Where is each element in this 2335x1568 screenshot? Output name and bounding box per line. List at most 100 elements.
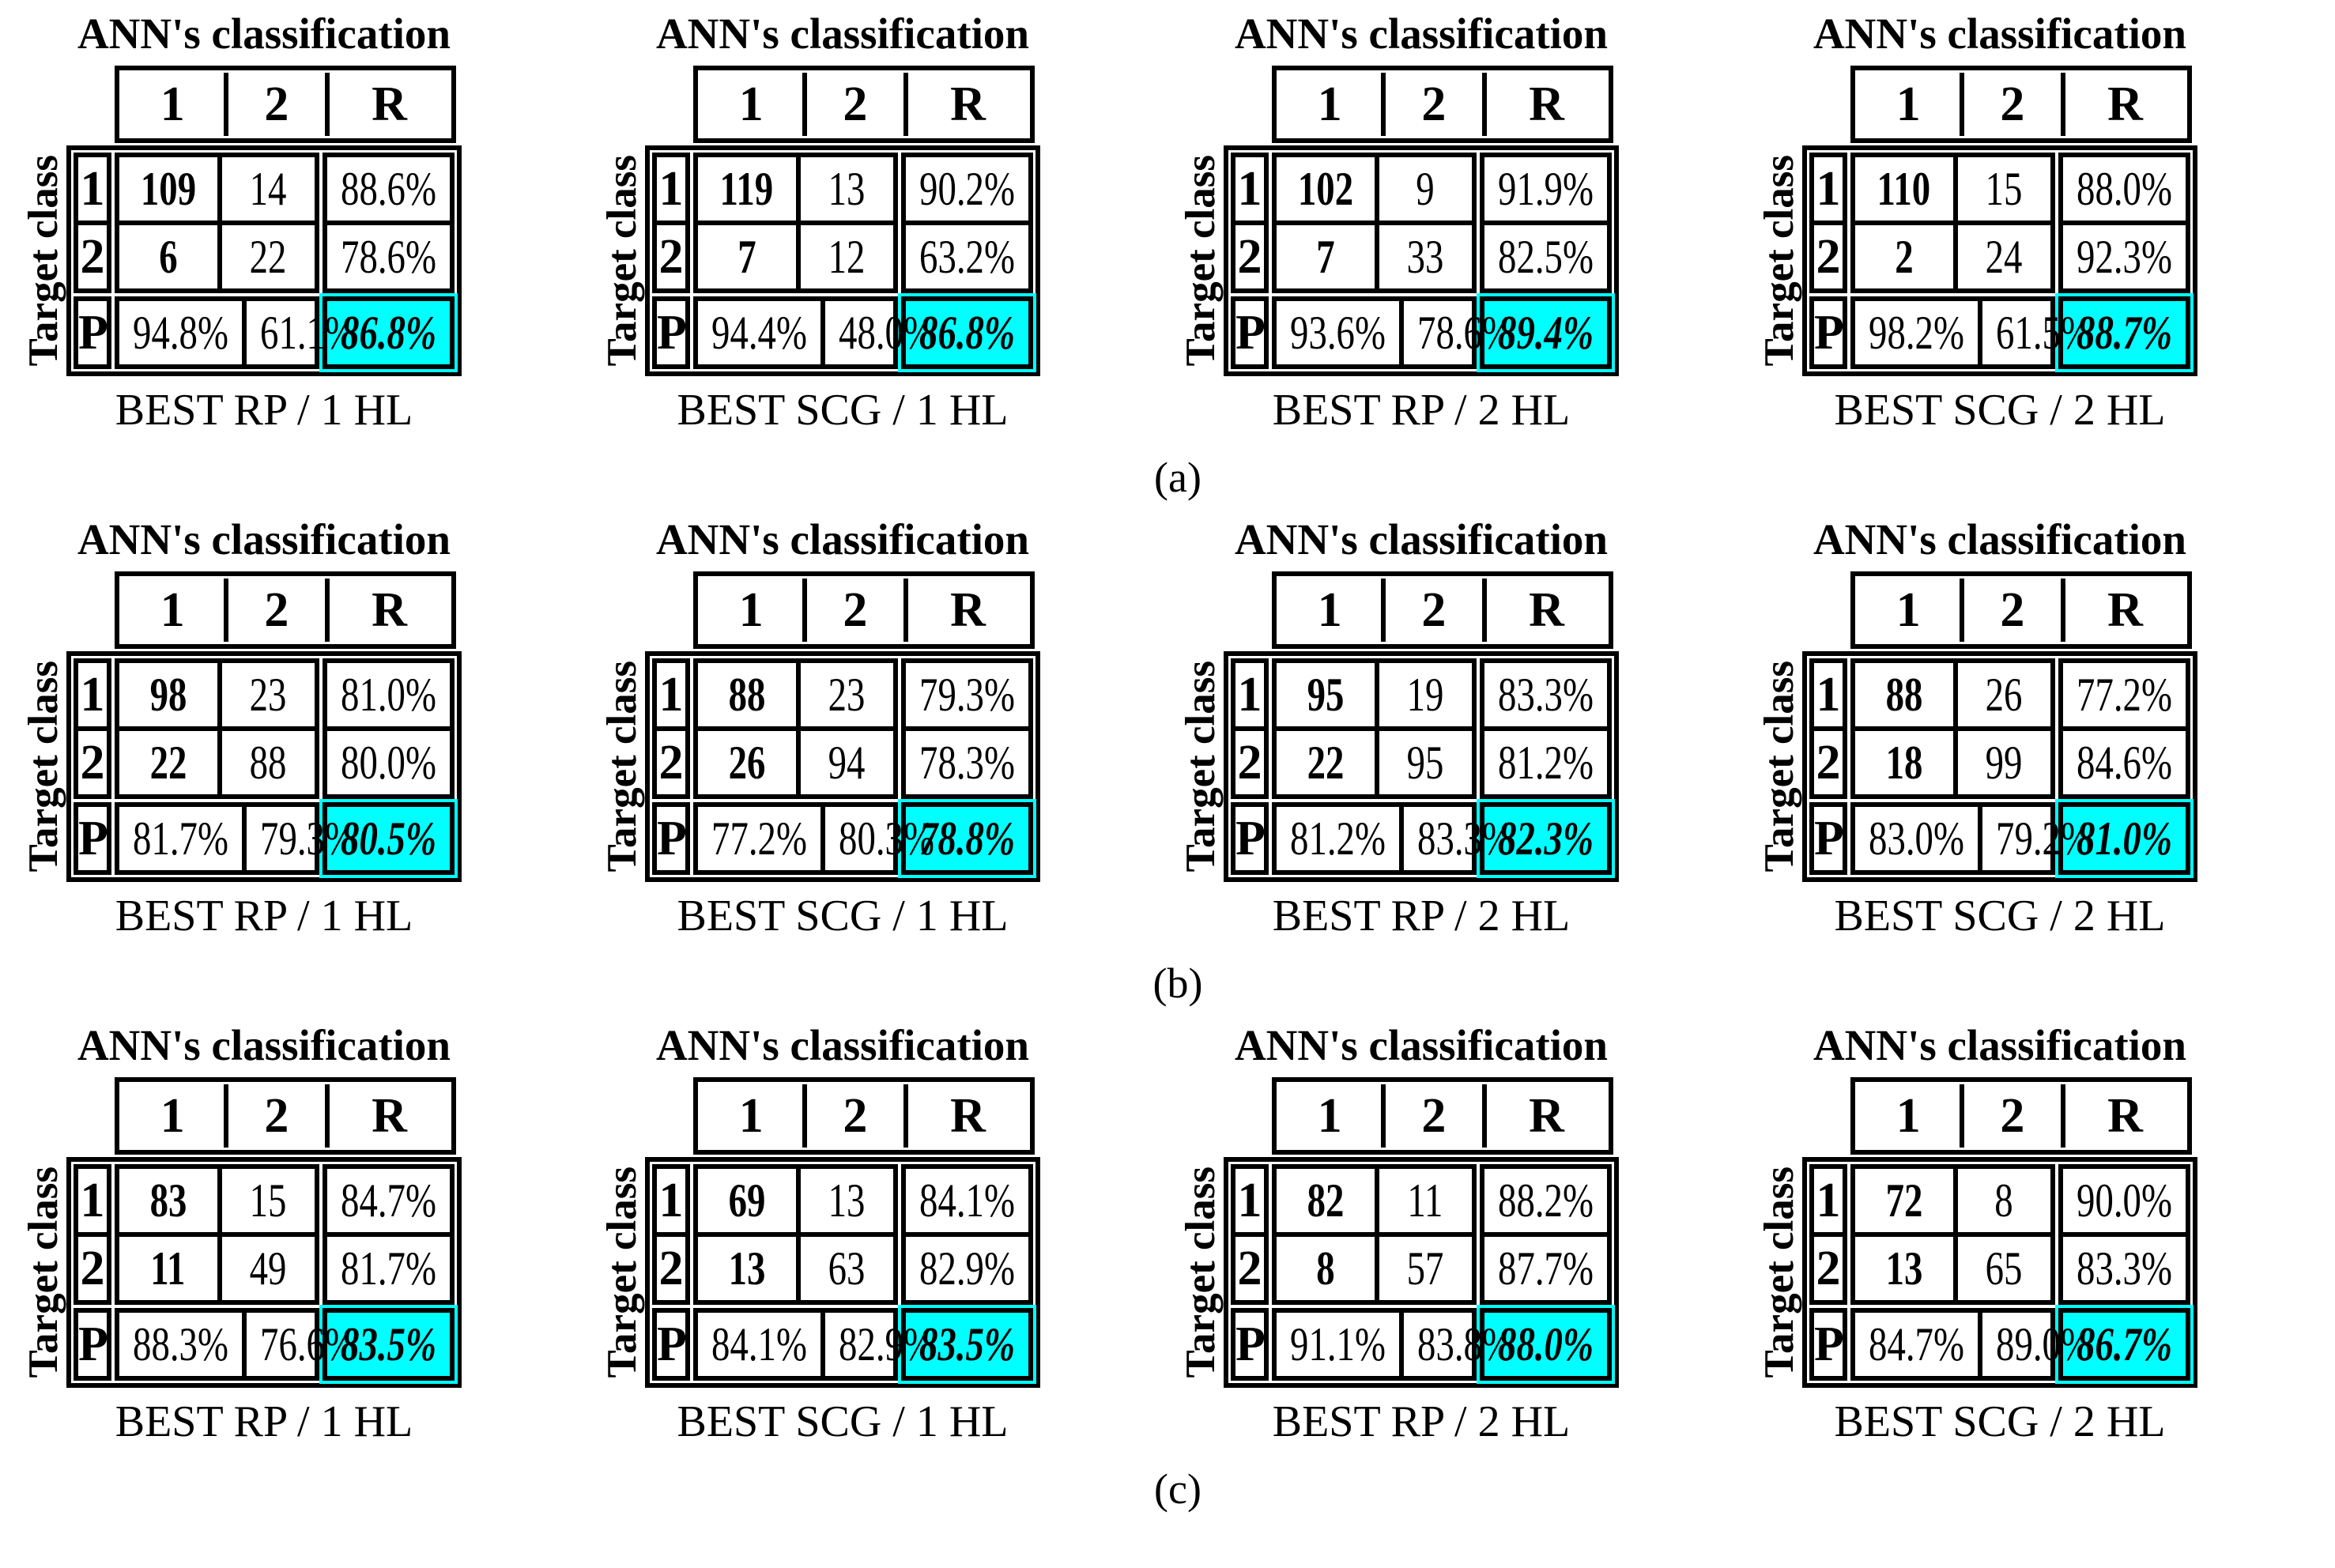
matrix-row: ANN's classification 1 2 R Target class … <box>21 514 2335 940</box>
precision-row-block: 81.2% 83.3% <box>1272 802 1513 875</box>
ann-classification-header-block: 1 2 R <box>115 571 456 649</box>
count-cell-2-2: 63 <box>795 1232 894 1300</box>
count-cell-2-1: 26 <box>698 726 796 794</box>
recall-cell-2: 78.6% <box>327 220 450 288</box>
header-cell-class2: 2 <box>802 1084 904 1148</box>
precision-row-label-block: P <box>1231 1308 1269 1381</box>
recall-cell-2: 81.7% <box>327 1232 450 1300</box>
target-class-axis-label: Target class <box>1178 651 1224 882</box>
row-label-1: 1 <box>658 668 684 722</box>
row-label-2: 2 <box>657 220 685 288</box>
header-cell-recall: R <box>325 1084 449 1148</box>
count-cell-1-1: 88 <box>728 669 766 721</box>
header-cell-class1: 1 <box>160 1089 185 1143</box>
row-label-1: 1 <box>80 162 105 216</box>
matrix-grid: 1 2 110 15 2 24 88.0% 92.3% P <box>1802 145 2197 376</box>
header-cell-class2: 2 <box>223 73 326 136</box>
matrix-caption: BEST RP / 1 HL <box>115 1397 413 1446</box>
header-cell-class1: 1 <box>738 583 764 637</box>
figure-root: ANN's classification 1 2 R Target class … <box>21 9 2335 1513</box>
precision-row-block: 94.8% 61.1% <box>115 296 356 369</box>
matrix-body: Target class 1 2 83 15 11 49 84.7% <box>21 1157 599 1388</box>
overall-accuracy-block: 88.0% <box>1477 1305 1615 1384</box>
target-class-text: Target class <box>21 155 66 367</box>
recall-column-block: 88.6% 78.6% <box>323 153 455 293</box>
header-cell-class1: 1 <box>1317 77 1342 131</box>
overall-accuracy-block: 82.3% <box>1477 799 1615 878</box>
header-cell-recall: R <box>2061 73 2185 136</box>
counts-block: 88 23 26 94 <box>693 658 899 799</box>
recall-cell-1: 88.2% <box>1498 1174 1594 1227</box>
row-label-1: 1 <box>1237 162 1262 216</box>
counts-block: 102 9 7 33 <box>1272 153 1477 293</box>
subfigure-label: (b) <box>1152 959 1203 1007</box>
matrix-body: Target class 1 2 82 11 8 57 88.2% <box>1178 1157 1756 1388</box>
row-label-2: 2 <box>1235 1232 1264 1300</box>
precision-cell-1: 94.8% <box>133 307 228 359</box>
matrix-caption: BEST SCG / 2 HL <box>1834 386 2166 435</box>
row-label-p: P <box>1235 1317 1266 1371</box>
header-cell-recall: R <box>903 579 1028 642</box>
count-cell-2-1: 22 <box>1277 726 1375 794</box>
matrix-grid: 1 2 83 15 11 49 84.7% 81.7% P <box>66 1157 462 1388</box>
recall-column-block: 88.2% 87.7% <box>1480 1164 1612 1305</box>
recall-column-block: 79.3% 78.3% <box>901 658 1033 799</box>
matrix-title: ANN's classification <box>1234 1021 1609 1069</box>
precision-cell-1: 81.7% <box>133 812 228 865</box>
row-label-1: 1 <box>1237 1174 1262 1227</box>
matrix-title: ANN's classification <box>1234 515 1609 564</box>
target-class-text: Target class <box>1178 661 1224 873</box>
recall-column-block: 84.1% 82.9% <box>901 1164 1033 1305</box>
overall-accuracy-block: 81.0% <box>2055 799 2194 878</box>
target-class-axis-label: Target class <box>1756 145 1802 376</box>
precision-row-block: 93.6% 78.6% <box>1272 296 1513 369</box>
target-class-text: Target class <box>1756 155 1802 367</box>
overall-accuracy-block: 86.7% <box>2055 1305 2194 1384</box>
recall-column-block: 83.3% 81.2% <box>1480 658 1612 799</box>
overall-accuracy-block: 80.5% <box>319 799 458 878</box>
count-cell-1-2: 8 <box>1952 1169 2051 1232</box>
counts-block: 82 11 8 57 <box>1272 1164 1477 1305</box>
overall-accuracy-cell: 78.8% <box>906 807 1028 870</box>
matrix-grid: 1 2 88 23 26 94 79.3% 78.3% P <box>645 651 1040 882</box>
counts-block: 98 23 22 88 <box>115 658 320 799</box>
subfigure-label: (a) <box>1154 454 1201 501</box>
header-cell-class1: 1 <box>1896 77 1921 131</box>
precision-cell-2: 82.9% <box>820 1313 948 1376</box>
count-cell-1-1: 110 <box>1877 163 1931 215</box>
count-cell-2-2: 49 <box>217 1232 315 1300</box>
precision-row-label-block: P <box>1231 296 1269 369</box>
row-label-block: 1 2 <box>74 658 111 799</box>
count-cell-1-2: 11 <box>1374 1169 1473 1232</box>
ann-classification-header-block: 1 2 R <box>693 571 1035 649</box>
overall-accuracy-cell: 88.0% <box>1484 1313 1607 1376</box>
count-cell-1-2: 9 <box>1374 157 1473 220</box>
row-label-p: P <box>78 812 108 865</box>
count-cell-1-1: 119 <box>719 163 774 215</box>
confusion-matrix: ANN's classification 1 2 R Target class … <box>21 514 599 940</box>
overall-accuracy-cell: 80.5% <box>327 807 450 870</box>
row-label-2: 2 <box>657 726 685 794</box>
precision-cell-1: 84.7% <box>1869 1318 1964 1370</box>
precision-cell-2: 76.6% <box>241 1313 369 1376</box>
header-cell-recall: R <box>903 1084 1028 1148</box>
count-cell-1-1: 72 <box>1885 1174 1923 1227</box>
row-label-2: 2 <box>1235 220 1264 288</box>
overall-accuracy-block: 83.5% <box>319 1305 458 1384</box>
section-band: ANN's classification 1 2 R Target class … <box>21 514 2335 1007</box>
ann-classification-header-block: 1 2 R <box>1850 1077 2192 1155</box>
matrix-grid: 1 2 88 26 18 99 77.2% 84.6% P <box>1802 651 2197 882</box>
count-cell-2-2: 95 <box>1374 726 1473 794</box>
precision-cell-2: 79.3% <box>241 807 369 870</box>
target-class-axis-label: Target class <box>21 145 66 376</box>
counts-block: 83 15 11 49 <box>115 1164 320 1305</box>
precision-cell-1: 77.2% <box>711 812 807 865</box>
matrix-caption: BEST RP / 2 HL <box>1272 891 1571 940</box>
row-label-block: 1 2 <box>1809 1164 1847 1305</box>
header-cell-class1: 1 <box>160 77 185 131</box>
counts-block: 119 13 7 12 <box>693 153 899 293</box>
count-cell-2-1: 2 <box>1855 220 1953 288</box>
recall-cell-1: 91.9% <box>1498 163 1594 215</box>
matrix-title: ANN's classification <box>77 1021 451 1069</box>
header-cell-class1: 1 <box>160 583 185 637</box>
